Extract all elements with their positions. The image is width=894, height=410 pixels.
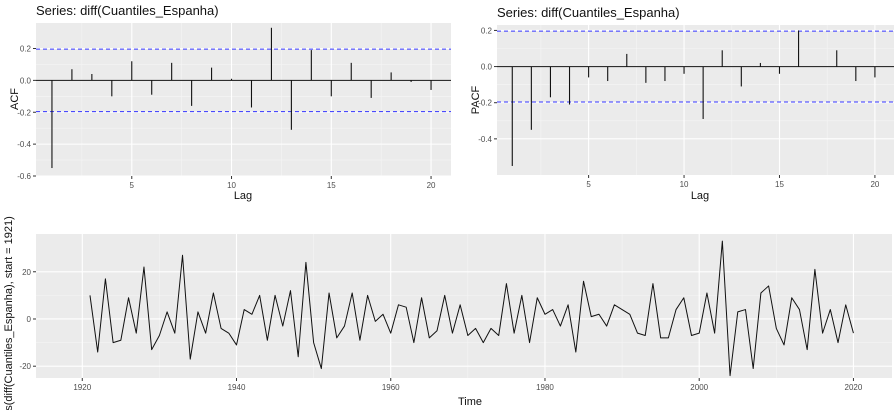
x-tick-label: 1940: [228, 383, 246, 392]
x-tick-label: 2020: [845, 383, 863, 392]
timeseries-y-ticks: -20 0 20: [19, 268, 36, 371]
x-tick-label: 5: [586, 180, 591, 189]
pacf-bars: [511, 30, 876, 166]
timeseries-plot-panel: [36, 234, 892, 378]
acf-gridlines: [36, 23, 451, 177]
x-tick-label: 10: [680, 180, 689, 189]
pacf-y-ticks: -0.4 -0.2 0.0 0.2: [478, 26, 497, 144]
y-tick-label: -20: [19, 362, 31, 371]
y-tick-label: 0.0: [20, 76, 32, 85]
pacf-y-axis-label: PACF: [470, 85, 482, 114]
acf-y-axis-label: ACF: [9, 88, 21, 110]
y-tick-label: 0.0: [481, 63, 493, 72]
y-tick-label: 0.2: [20, 45, 32, 54]
x-tick-label: 20: [870, 180, 879, 189]
timeseries-x-axis-label: Time: [458, 396, 482, 408]
pacf-plot-panel: [497, 25, 894, 175]
y-tick-label: 0: [27, 315, 32, 324]
pacf-confidence-bounds: [497, 30, 894, 103]
x-tick-label: 20: [427, 181, 436, 190]
timeseries-y-axis-label: ts(diff(Cuantiles_Espanha), start = 1921…: [3, 216, 15, 410]
timeseries-path: [89, 240, 854, 377]
timeseries-chart: 1920 1940 1960 1980 2000 2020 -20 0 20 Time ts(…: [3, 216, 892, 410]
x-tick-label: 1980: [536, 383, 554, 392]
acf-title: Series: diff(Cuantiles_Espanha): [36, 3, 219, 18]
x-tick-label: 5: [130, 181, 135, 190]
x-tick-label: 1920: [73, 383, 91, 392]
pacf-x-axis-label: Lag: [691, 190, 709, 202]
acf-bars: [51, 27, 432, 169]
y-tick-label: -0.2: [17, 108, 31, 117]
y-tick-label: -0.6: [17, 172, 31, 181]
x-tick-label: 1960: [382, 383, 400, 392]
x-tick-label: 15: [327, 181, 336, 190]
acf-confidence-bounds: [36, 48, 451, 113]
acf-y-ticks: -0.6 -0.4 -0.2 0.0 0.2: [17, 45, 36, 181]
acf-plot-panel: [36, 23, 451, 176]
x-tick-label: 2000: [690, 383, 708, 392]
timeseries-x-ticks: 1920 1940 1960 1980 2000 2020: [73, 378, 863, 392]
y-tick-label: 20: [22, 268, 31, 277]
y-tick-label: -0.4: [17, 140, 31, 149]
pacf-x-ticks: 5 10 15 20: [586, 175, 880, 189]
y-tick-label: 0.2: [481, 26, 493, 35]
pacf-title: Series: diff(Cuantiles_Espanha): [497, 5, 680, 20]
acf-x-axis-label: Lag: [234, 190, 252, 202]
y-tick-label: -0.4: [478, 135, 492, 144]
acf-chart: Series: diff(Cuantiles_Espanha) 5 10 15 20 …: [9, 3, 451, 202]
pacf-chart: Series: diff(Cuantiles_Espanha) 5 10 15 20 …: [470, 5, 894, 202]
y-tick-label: -0.2: [478, 99, 492, 108]
x-tick-label: 10: [227, 181, 236, 190]
timeseries-line: [89, 240, 854, 377]
acf-x-ticks: 5 10 15 20: [130, 176, 436, 190]
x-tick-label: 15: [775, 180, 784, 189]
